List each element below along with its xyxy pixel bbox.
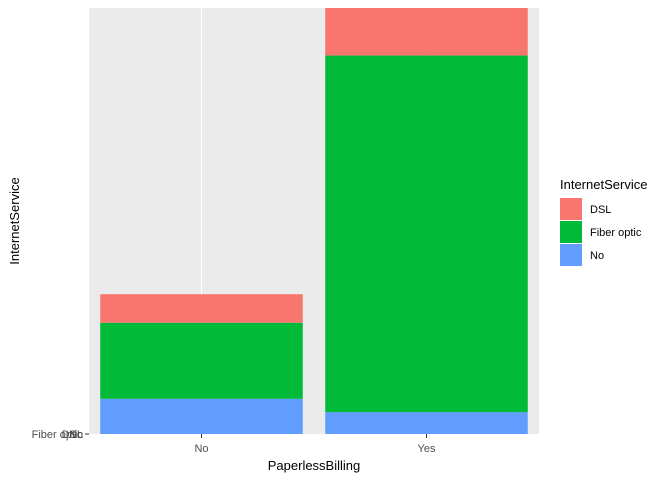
bar-no-fiber-optic [100,322,303,399]
bar-yes-no [325,412,528,434]
y-tick-label-no: No [69,429,83,441]
y-tick-label-dsl: DSL [62,429,83,441]
bar-yes-dsl [325,8,528,56]
legend-label-dsl: DSL [590,204,611,216]
legend-key-fiber-optic [560,221,582,243]
y-axis: Fiber optic DSL No [32,429,89,441]
x-tick-label-no: No [194,443,208,455]
legend: InternetService DSL Fiber optic No [560,177,647,266]
legend-label-no: No [590,250,604,262]
y-tick-label-fiber-optic: Fiber optic [32,429,84,441]
bar-no-dsl [100,294,303,323]
legend-key-no [560,244,582,266]
x-axis: No Yes [194,434,436,455]
x-axis-title: PaperlessBilling [268,458,361,473]
y-axis-title: InternetService [7,177,22,264]
legend-label-fiber-optic: Fiber optic [590,227,642,239]
x-tick-label-yes: Yes [418,443,436,455]
legend-key-dsl [560,198,582,220]
bar-no-no [100,398,303,434]
legend-title: InternetService [560,177,647,192]
bars [100,8,528,434]
bar-yes-fiber-optic [325,55,528,413]
